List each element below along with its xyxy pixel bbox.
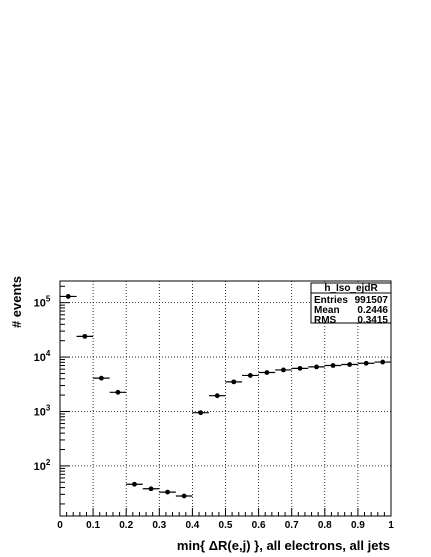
- y-tick-label: 103: [34, 403, 51, 418]
- data-point: [181, 493, 187, 499]
- data-point: [165, 489, 170, 495]
- data-point: [281, 367, 286, 373]
- data-point: [82, 333, 88, 339]
- data-point: [214, 393, 220, 399]
- data-point: [115, 389, 121, 395]
- x-tick-label: 0.9: [351, 520, 365, 531]
- x-tick-label: 0.1: [86, 520, 100, 531]
- y-axis: 102 103 104 105: [34, 285, 70, 505]
- stats-rms-label: RMS: [314, 315, 337, 326]
- x-axis-label: min{ ΔR(e,j) }, all electrons, all jets: [177, 538, 390, 553]
- data-point: [380, 359, 386, 365]
- x-tick-label: 0.3: [152, 520, 166, 531]
- x-tick-label: 0.2: [119, 520, 133, 531]
- stats-rms-value: 0.3415: [357, 315, 388, 326]
- data-point: [148, 486, 154, 492]
- data-point: [198, 410, 204, 416]
- x-tick-label: 1: [388, 520, 394, 531]
- x-tick-label: 0.4: [185, 520, 199, 531]
- x-tick-label: 0.6: [252, 520, 266, 531]
- stats-box: h_Iso_ejdR Entries 991507 Mean 0.2446 RM…: [310, 282, 392, 326]
- data-points: [60, 294, 391, 499]
- data-point: [264, 370, 270, 375]
- data-point: [330, 363, 336, 368]
- stats-box-frame: [310, 282, 392, 324]
- data-point: [347, 362, 353, 367]
- y-tick-label: 105: [34, 295, 51, 310]
- data-point: [247, 373, 253, 378]
- grid-lines: [60, 281, 391, 516]
- stats-entries-label: Entries: [314, 295, 348, 306]
- x-tick-label: 0.5: [219, 520, 233, 531]
- y-tick-label: 102: [34, 458, 51, 473]
- data-point: [363, 360, 369, 366]
- data-point: [132, 481, 137, 487]
- stats-mean-value: 0.2446: [357, 305, 388, 316]
- data-point: [314, 364, 319, 370]
- y-tick-label: 104: [34, 349, 51, 364]
- x-tick-label: 0.8: [318, 520, 332, 531]
- data-point: [98, 375, 104, 381]
- data-point: [231, 379, 237, 385]
- stats-title: h_Iso_ejdR: [324, 283, 378, 294]
- stats-entries-value: 991507: [355, 295, 389, 306]
- x-tick-label: 0.7: [285, 520, 299, 531]
- data-point: [297, 365, 303, 371]
- x-tick-label: 0: [57, 520, 63, 531]
- stats-mean-label: Mean: [314, 305, 340, 316]
- x-axis: 0 0.1 0.2 0.3 0.4 0.5 0.6 0.7 0.8 0.9 1: [57, 508, 394, 531]
- data-point: [65, 294, 71, 299]
- y-axis-label: # events: [9, 276, 24, 328]
